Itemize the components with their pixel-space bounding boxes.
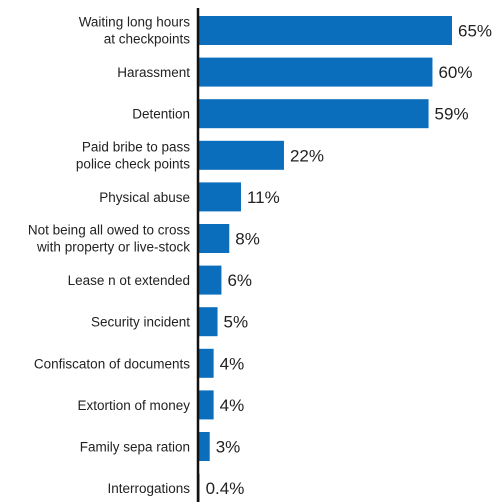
bar xyxy=(198,348,214,378)
value-label: 11% xyxy=(247,188,280,207)
category-label: Detention xyxy=(132,107,190,122)
bar xyxy=(198,390,214,420)
category-label: Waiting long hours at checkpoints xyxy=(79,15,191,47)
category-label: Confiscaton of documents xyxy=(34,356,190,371)
category-label: Harassment xyxy=(117,65,190,80)
category-label: Not being all owed to cross with property… xyxy=(28,223,190,255)
bar xyxy=(198,224,230,253)
value-label: 3% xyxy=(216,438,241,457)
value-label: 4% xyxy=(220,396,245,415)
bar xyxy=(198,57,433,87)
bar xyxy=(198,182,241,212)
category-label: Lease n ot extended xyxy=(68,273,190,288)
category-labels-group: Waiting long hours at checkpoints Harassme… xyxy=(28,15,190,497)
category-label: Physical abuse xyxy=(99,190,190,205)
value-label: 6% xyxy=(227,271,252,290)
value-label: 65% xyxy=(458,22,492,41)
bar xyxy=(198,140,284,170)
value-label: 60% xyxy=(438,63,472,82)
value-labels-group: 65% 60% 59% 22% 11% 8% 6% 5% 4% 4% 3% 0.4% xyxy=(206,22,492,499)
bars-group xyxy=(198,16,452,502)
category-label: Interrogations xyxy=(107,481,190,496)
category-label: Paid bribe to pass police check points xyxy=(76,139,190,171)
category-label: Extortion of money xyxy=(77,398,190,413)
value-label: 5% xyxy=(224,313,249,332)
bar xyxy=(198,265,222,295)
category-label: Security incident xyxy=(91,315,190,330)
bar xyxy=(198,99,429,129)
value-label: 59% xyxy=(435,105,469,124)
bar xyxy=(198,432,210,461)
category-label: Family sepa ration xyxy=(80,440,190,455)
bar xyxy=(198,307,218,337)
value-label: 8% xyxy=(235,230,260,249)
value-label: 4% xyxy=(220,354,245,373)
bar xyxy=(198,16,452,45)
value-label: 0.4% xyxy=(206,479,245,498)
value-label: 22% xyxy=(290,146,324,165)
